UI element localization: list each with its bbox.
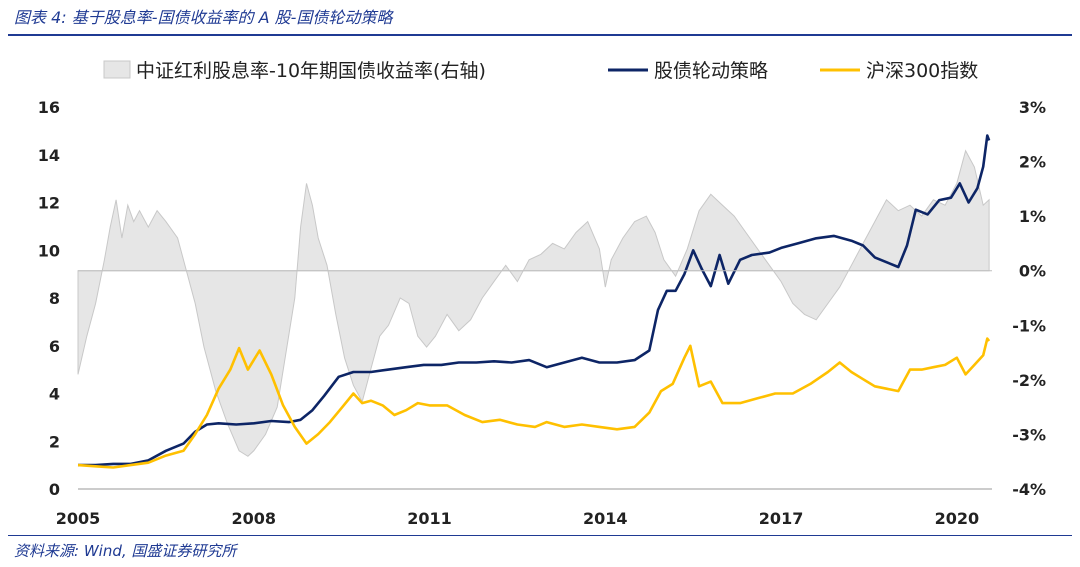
y-left-tick-label: 6	[49, 337, 60, 356]
y-right-tick-label: 1%	[1019, 207, 1046, 226]
x-tick-label: 2008	[232, 509, 277, 528]
y-left-tick-label: 16	[38, 98, 60, 117]
y-left-tick-label: 14	[38, 146, 60, 165]
y-right-tick-label: -4%	[1012, 480, 1046, 499]
series-line-csi300	[77, 337, 991, 469]
y-right-tick-label: -3%	[1012, 425, 1046, 444]
source-note: 资料来源: Wind, 国盛证券研究所	[14, 542, 237, 560]
axes-layer: 0 2 4 6 8 10 12 14 16 -4% -3% -2% -1% 0% 1% 2% 3% 2005 200…	[38, 98, 1046, 528]
top-divider	[8, 34, 1072, 36]
series-area-dividend-spread	[77, 149, 990, 457]
y-right-tick-label: 3%	[1019, 98, 1046, 117]
y-left-tick-label: 10	[38, 241, 60, 260]
bottom-divider	[8, 535, 1072, 536]
x-tick-label: 2017	[759, 509, 804, 528]
y-right-tick-label: -1%	[1012, 316, 1046, 335]
legend-label-csi300: 沪深300指数	[866, 60, 978, 82]
area-series-layer	[77, 149, 990, 457]
y-left-tick-label: 8	[49, 289, 60, 308]
figure-caption: 图表 4: 基于股息率-国债收益率的 A 股-国债轮动策略	[14, 8, 393, 27]
legend-label-area: 中证红利股息率-10年期国债收益率(右轴)	[136, 60, 486, 82]
legend-swatch-area	[103, 60, 131, 79]
legend: 中证红利股息率-10年期国债收益率(右轴) 股债轮动策略 沪深300指数	[103, 60, 978, 82]
y-right-tick-label: 2%	[1019, 153, 1046, 172]
line-series-layer	[77, 134, 991, 469]
y-left-tick-label: 0	[49, 480, 60, 499]
y-left-tick-label: 12	[38, 194, 60, 213]
y-left-tick-label: 2	[49, 432, 60, 451]
x-tick-label: 2014	[583, 509, 628, 528]
y-right-tick-label: 0%	[1019, 262, 1046, 281]
y-right-tick-label: -2%	[1012, 371, 1046, 390]
x-tick-label: 2005	[56, 509, 101, 528]
legend-label-rotation-strategy: 股债轮动策略	[654, 60, 768, 82]
series-line-rotation-strategy	[78, 134, 991, 467]
y-left-tick-label: 4	[49, 385, 60, 404]
x-tick-label: 2011	[407, 509, 452, 528]
x-tick-label: 2020	[935, 509, 980, 528]
